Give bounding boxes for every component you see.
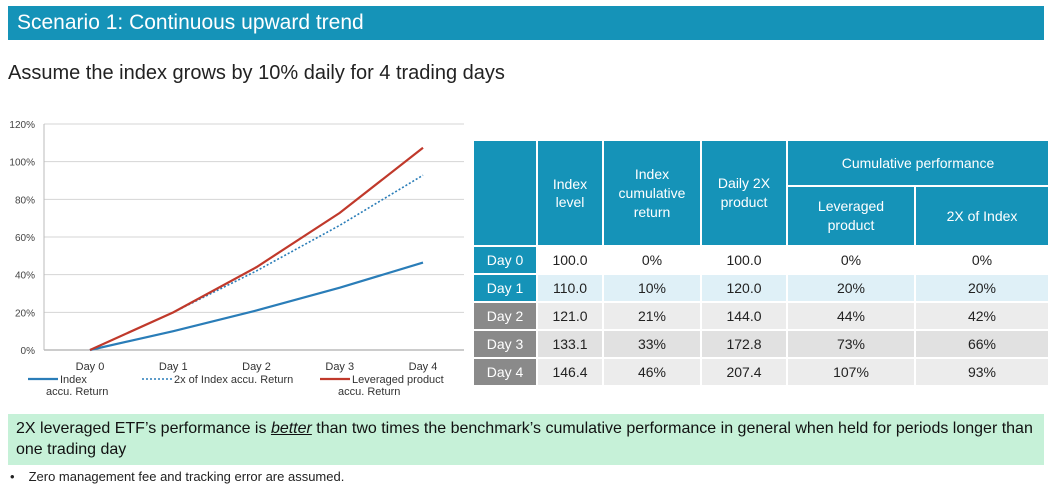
cell-index-level: 133.1: [538, 331, 602, 357]
header-leveraged-product-label: Leveraged product: [817, 198, 885, 233]
legend-label: Index: [60, 374, 87, 386]
cell-daily-2x: 172.8: [702, 331, 786, 357]
row-day-label: Day 0: [474, 247, 536, 273]
cell-leveraged: 0%: [788, 247, 914, 273]
cell-leveraged: 44%: [788, 303, 914, 329]
cell-2x-index: 0%: [916, 247, 1048, 273]
x-tick-label: Day 3: [325, 361, 354, 373]
table-row: Day 4 146.4 46% 207.4 107% 93%: [474, 359, 1048, 385]
cell-index-cumulative: 0%: [604, 247, 700, 273]
cell-2x-index: 42%: [916, 303, 1048, 329]
row-day-label: Day 3: [474, 331, 536, 357]
table-header-row: Index level Index cumulative return Dail…: [474, 141, 1048, 245]
cell-leveraged: 107%: [788, 359, 914, 385]
footnote-bullet: •: [10, 469, 15, 484]
series-line: [89, 146, 424, 352]
header-daily-2x: Daily 2X product: [702, 141, 786, 245]
footnote-text: Zero management fee and tracking error a…: [28, 469, 345, 484]
legend-label: Leveraged product: [352, 374, 444, 386]
note-text-part2: than two times the benchmark’s cumulativ…: [16, 420, 1033, 458]
y-tick-label: 100%: [9, 158, 35, 169]
performance-table: Index level Index cumulative return Dail…: [472, 139, 1050, 387]
line-chart: 0% 20% 40% 60% 80% 100% 120% Day 0 Day 1 Day 2 Day…: [9, 120, 464, 398]
cell-leveraged: 20%: [788, 275, 914, 301]
legend-label: accu. Return: [338, 386, 400, 398]
header-index-cumulative-label: Index cumulative return: [618, 165, 686, 220]
cell-index-cumulative: 33%: [604, 331, 700, 357]
cell-index-level: 146.4: [538, 359, 602, 385]
x-tick-label: Day 0: [76, 361, 105, 373]
header-daily-2x-label: Daily 2X product: [717, 175, 771, 210]
header-index-level: Index level: [538, 141, 602, 245]
cell-daily-2x: 120.0: [702, 275, 786, 301]
cell-leveraged: 73%: [788, 331, 914, 357]
x-tick-label: Day 2: [242, 361, 271, 373]
cell-index-cumulative: 46%: [604, 359, 700, 385]
header-cumulative-performance-label: Cumulative performance: [841, 155, 995, 171]
cell-index-level: 121.0: [538, 303, 602, 329]
row-day-label: Day 1: [474, 275, 536, 301]
conclusion-note: 2X leveraged ETF’s performance is better…: [8, 414, 1044, 465]
cell-2x-index: 20%: [916, 275, 1048, 301]
table-subheader-row: Leveraged product 2X of Index: [474, 187, 1048, 245]
legend-label: accu. Return: [46, 386, 108, 398]
legend-label: 2x of Index accu. Return: [174, 374, 293, 386]
header-2x-of-index: 2X of Index: [916, 187, 1048, 245]
table-row: Day 0 100.0 0% 100.0 0% 0%: [474, 247, 1048, 273]
series-line: [89, 261, 424, 352]
table-row: Day 2 121.0 21% 144.0 44% 42%: [474, 303, 1048, 329]
footnote: • Zero management fee and tracking error …: [10, 469, 344, 484]
header-index-cumulative: Index cumulative return: [604, 141, 700, 245]
y-tick-label: 0%: [21, 346, 36, 357]
scenario-banner: Scenario 1: Continuous upward trend: [8, 6, 1044, 40]
header-cumulative-performance: Cumulative performance: [788, 141, 1048, 185]
header-index-level-label: Index level: [552, 176, 588, 210]
y-tick-label: 120%: [9, 120, 35, 131]
header-leveraged-product: Leveraged product: [788, 187, 914, 245]
banner-title: Scenario 1: Continuous upward trend: [17, 11, 364, 34]
y-tick-label: 60%: [15, 233, 35, 244]
cell-index-level: 110.0: [538, 275, 602, 301]
note-emphasis: better: [270, 420, 312, 437]
cell-index-cumulative: 21%: [604, 303, 700, 329]
row-day-label: Day 4: [474, 359, 536, 385]
y-tick-label: 20%: [15, 308, 35, 319]
row-day-label: Day 2: [474, 303, 536, 329]
cell-2x-index: 93%: [916, 359, 1048, 385]
note-text-part1: 2X leveraged ETF’s performance is: [16, 420, 271, 437]
table-row: Day 1 110.0 10% 120.0 20% 20%: [474, 275, 1048, 301]
subtitle: Assume the index grows by 10% daily for …: [8, 62, 505, 84]
cell-index-level: 100.0: [538, 247, 602, 273]
cell-daily-2x: 144.0: [702, 303, 786, 329]
series-line: [89, 174, 424, 351]
y-tick-label: 80%: [15, 195, 35, 206]
cell-index-cumulative: 10%: [604, 275, 700, 301]
x-tick-label: Day 4: [409, 361, 438, 373]
x-tick-label: Day 1: [159, 361, 188, 373]
cell-daily-2x: 207.4: [702, 359, 786, 385]
cell-daily-2x: 100.0: [702, 247, 786, 273]
header-2x-of-index-label: 2X of Index: [946, 208, 1018, 224]
cell-2x-index: 66%: [916, 331, 1048, 357]
header-corner: [474, 141, 536, 245]
y-tick-label: 40%: [15, 271, 35, 282]
table-row: Day 3 133.1 33% 172.8 73% 66%: [474, 331, 1048, 357]
